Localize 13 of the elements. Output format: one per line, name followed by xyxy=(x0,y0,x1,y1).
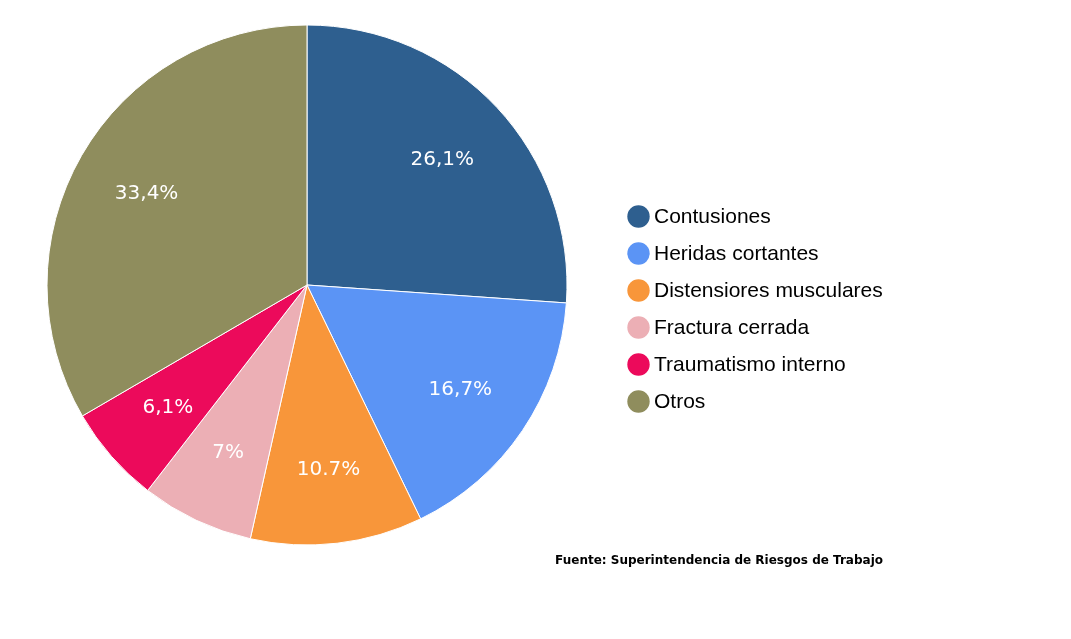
legend-label: Contusiones xyxy=(654,203,771,227)
data-label: 26,1% xyxy=(410,145,475,170)
data-label: 16,7% xyxy=(428,375,493,400)
legend-label: Distensiores musculares xyxy=(654,277,883,301)
legend-label: Otros xyxy=(654,388,706,412)
legend-label: Traumatismo interno xyxy=(654,351,846,375)
data-label: 33,4% xyxy=(114,179,179,204)
data-label: 10.7% xyxy=(296,455,361,480)
data-label: 6,1% xyxy=(142,393,194,418)
legend-label: Fractura cerrada xyxy=(654,314,810,338)
source-note: Fuente: Superintendencia de Riesgos de Trabajo xyxy=(555,553,883,567)
data-label: 7% xyxy=(212,439,245,464)
legend-label: Heridas cortantes xyxy=(654,240,819,264)
